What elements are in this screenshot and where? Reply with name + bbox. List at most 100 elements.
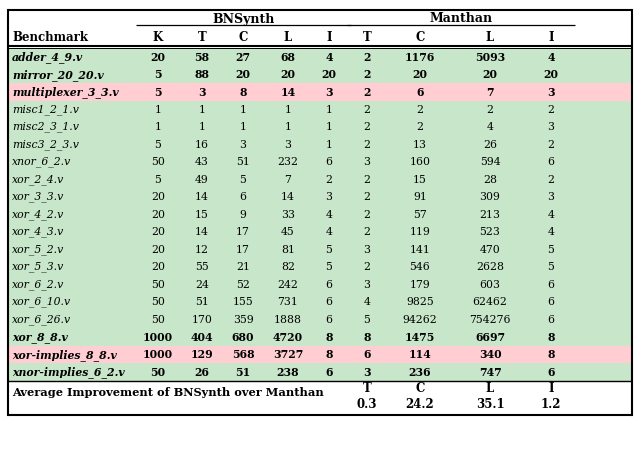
Text: 6: 6 [239,192,246,202]
Text: 3727: 3727 [273,349,303,360]
Text: 20: 20 [151,245,165,255]
Bar [8,258,632,276]
Text: 5: 5 [326,262,332,272]
Text: 2: 2 [547,140,554,150]
Text: 52: 52 [236,280,250,290]
Text: 523: 523 [479,227,500,237]
Bar [8,223,632,240]
Text: I: I [548,31,554,44]
Text: 51: 51 [236,367,251,378]
Text: 4: 4 [486,122,493,132]
Text: 568: 568 [232,349,254,360]
Bar [8,293,632,311]
Text: misc3_2_3.v: misc3_2_3.v [12,139,79,150]
Text: 2: 2 [364,209,371,219]
Text: 232: 232 [278,157,298,167]
Text: 20: 20 [150,52,166,63]
Text: K: K [153,31,163,44]
Text: 6: 6 [326,157,333,167]
Text: 94262: 94262 [403,314,437,324]
Text: 33: 33 [281,209,295,219]
Text: 20: 20 [413,69,428,80]
Bar [8,135,632,153]
Text: 5093: 5093 [475,52,505,63]
Text: 1: 1 [198,122,205,132]
Text: xor-implies_8_8.v: xor-implies_8_8.v [12,349,117,361]
Text: 4: 4 [548,227,554,237]
Text: 1: 1 [239,122,246,132]
Bar [8,206,632,223]
Text: 1000: 1000 [143,349,173,360]
Text: 179: 179 [410,280,430,290]
Text: 404: 404 [191,332,213,342]
Text: 2: 2 [364,192,371,202]
Text: 20: 20 [151,209,165,219]
Text: 8: 8 [364,332,371,342]
Text: 20: 20 [151,192,165,202]
Text: 3: 3 [364,157,371,167]
Text: 6697: 6697 [475,332,505,342]
Text: 58: 58 [195,52,209,63]
Text: 88: 88 [195,69,209,80]
Text: 141: 141 [410,245,431,255]
Text: L: L [486,382,494,395]
Text: 1000: 1000 [143,332,173,342]
Text: 57: 57 [413,209,427,219]
Text: 1: 1 [326,122,333,132]
Text: 20: 20 [151,262,165,272]
Text: 9: 9 [239,209,246,219]
Text: xor_5_3.v: xor_5_3.v [12,262,64,273]
Text: 6: 6 [547,157,554,167]
Text: 1.2: 1.2 [541,398,561,410]
Text: 13: 13 [413,140,427,150]
Text: 26: 26 [195,367,209,378]
Text: 5: 5 [239,175,246,185]
Text: 50: 50 [151,157,165,167]
Text: 3: 3 [325,86,333,97]
Text: 3: 3 [547,192,554,202]
Text: 14: 14 [195,192,209,202]
Text: 2: 2 [417,122,424,132]
Text: 17: 17 [236,245,250,255]
Text: 5: 5 [155,140,161,150]
Text: 16: 16 [195,140,209,150]
Text: 8: 8 [547,349,555,360]
Text: 603: 603 [479,280,500,290]
Text: 3: 3 [239,140,246,150]
Text: 3: 3 [364,280,371,290]
Text: 236: 236 [409,367,431,378]
Text: 359: 359 [232,314,253,324]
Text: 4: 4 [325,52,333,63]
Text: 12: 12 [195,245,209,255]
Text: 15: 15 [413,175,427,185]
Text: 51: 51 [195,297,209,307]
Text: I: I [326,31,332,44]
Text: 28: 28 [483,175,497,185]
Bar [8,153,632,171]
Bar [8,328,632,345]
Text: 4: 4 [364,297,371,307]
Text: 20: 20 [151,227,165,237]
Text: 0.3: 0.3 [356,398,377,410]
Text: 2: 2 [364,140,371,150]
Text: 242: 242 [278,280,298,290]
Bar [8,345,632,363]
Text: 1: 1 [326,104,333,114]
Text: 26: 26 [483,140,497,150]
Bar [8,311,632,328]
Text: 35.1: 35.1 [476,398,504,410]
Text: 7: 7 [486,86,494,97]
Text: 9825: 9825 [406,297,434,307]
Text: xor_4_2.v: xor_4_2.v [12,209,64,220]
Text: T: T [198,31,206,44]
Bar [8,363,632,380]
Text: 50: 50 [150,367,166,378]
Text: 1: 1 [239,104,246,114]
Text: 1: 1 [154,122,161,132]
Text: 5: 5 [326,245,332,255]
Text: 20: 20 [543,69,559,80]
Text: 1475: 1475 [405,332,435,342]
Text: 2628: 2628 [476,262,504,272]
Text: 4: 4 [548,209,554,219]
Text: 3: 3 [198,86,206,97]
